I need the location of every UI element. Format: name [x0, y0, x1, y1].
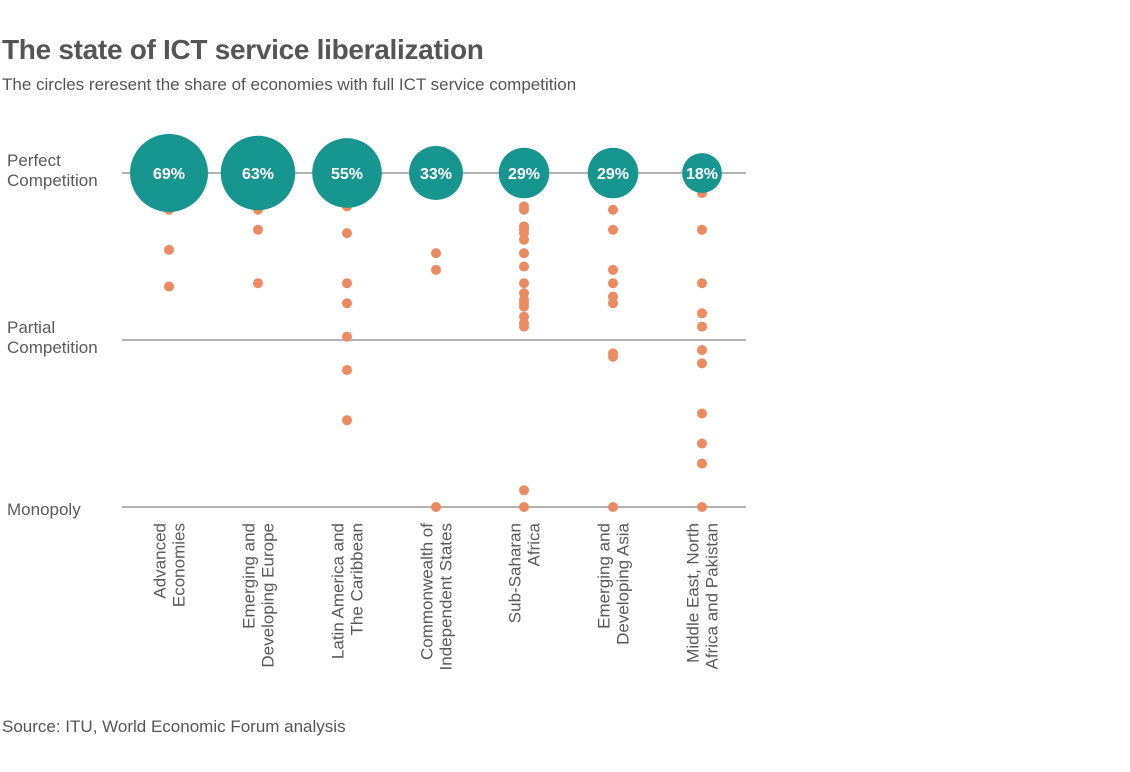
economy-dot: [697, 224, 707, 235]
chart-subtitle: The circles reresent the share of econom…: [2, 75, 577, 94]
economy-dot: [697, 458, 707, 469]
dot-layer: [164, 188, 707, 512]
economy-dot: [519, 485, 529, 496]
economy-dot: [697, 438, 707, 449]
economy-dot: [431, 502, 441, 512]
share-label: 29%: [508, 166, 540, 183]
economy-dot: [164, 281, 174, 292]
share-bubble: [312, 138, 382, 208]
economy-dot: [431, 248, 441, 259]
x-tick-label-line: Latin America and: [329, 523, 348, 659]
economy-dot: [253, 278, 263, 289]
economy-dot: [608, 204, 618, 215]
gridlines: [122, 172, 746, 508]
y-tick-label-line: Monopoly: [7, 500, 81, 519]
economy-dot: [253, 224, 263, 235]
x-tick-label-line: Emerging and: [240, 523, 259, 629]
share-label: 63%: [242, 166, 274, 183]
economy-dot: [519, 301, 529, 312]
x-tick-label: Latin America andThe Caribbean: [329, 523, 367, 659]
x-tick-label: Middle East, NorthAfrica and Pakistan: [684, 523, 722, 669]
economy-dot: [519, 234, 529, 245]
bubble-layer: 69% 63% 55% 33% 29% 29% 18%: [130, 134, 722, 212]
economy-dot: [697, 321, 707, 332]
share-label: 29%: [597, 166, 629, 183]
economy-dot: [342, 415, 352, 426]
economy-dot: [697, 408, 707, 419]
economy-dot: [519, 278, 529, 289]
x-tick-label: Sub-SaharanAfrica: [506, 522, 544, 623]
share-label: 18%: [686, 166, 718, 183]
share-bubble: [682, 153, 722, 193]
x-tick-label-line: Sub-Saharan: [506, 523, 525, 623]
share-bubble: [498, 147, 550, 199]
x-tick-label: Commonwealth ofIndependent States: [418, 523, 456, 671]
source-note: Source: ITU, World Economic Forum analys…: [2, 717, 346, 736]
economy-dot: [697, 308, 707, 319]
share-label: 69%: [153, 166, 185, 183]
economy-dot: [608, 264, 618, 275]
share-bubble: [220, 135, 296, 211]
economy-dot: [519, 248, 529, 259]
economy-dot: [431, 264, 441, 275]
economy-dot: [342, 331, 352, 342]
share-label: 33%: [420, 166, 452, 183]
share-bubble: [130, 134, 208, 212]
economy-dot: [519, 261, 529, 272]
economy-dot: [608, 298, 618, 309]
economy-dot: [342, 228, 352, 239]
x-tick-label-line: Emerging and: [595, 523, 614, 629]
y-tick-label: Perfect Competition: [7, 151, 98, 190]
economy-dot: [697, 278, 707, 289]
x-tick-label-line: Developing Europe: [259, 523, 278, 668]
x-tick-label-line: Commonwealth of: [418, 523, 437, 660]
x-tick-label-line: Independent States: [437, 523, 456, 670]
y-tick-label-line: Competition: [7, 171, 98, 190]
y-tick-label: Monopoly: [7, 500, 81, 519]
economy-dot: [342, 278, 352, 289]
x-tick-label: Emerging andDeveloping Asia: [595, 522, 633, 644]
economy-dot: [519, 502, 529, 512]
x-tick-label-line: Advanced: [151, 523, 170, 599]
economy-dot: [697, 358, 707, 369]
economy-dot: [519, 321, 529, 332]
economy-dot: [608, 278, 618, 289]
x-tick-label-line: Africa: [525, 522, 544, 566]
x-axis-labels: AdvancedEconomies Emerging andDeveloping …: [151, 522, 722, 670]
economy-dot: [342, 365, 352, 376]
share-label: 55%: [331, 166, 363, 183]
share-bubble: [409, 146, 463, 200]
y-tick-label-line: Perfect: [7, 151, 61, 170]
x-tick-label-line: Economies: [170, 523, 189, 607]
y-tick-label: Partial Competition: [7, 318, 98, 357]
share-bubble: [587, 147, 639, 199]
economy-dot: [342, 298, 352, 309]
x-tick-label-line: Middle East, North: [684, 523, 703, 663]
economy-dot: [697, 502, 707, 512]
x-tick-label-line: Developing Asia: [614, 522, 633, 644]
economy-dot: [608, 224, 618, 235]
x-tick-label-line: Africa and Pakistan: [703, 523, 722, 669]
economy-dot: [519, 204, 529, 215]
economy-dot: [697, 345, 707, 356]
x-tick-label-line: The Caribbean: [348, 523, 367, 635]
economy-dot: [608, 351, 618, 362]
economy-dot: [608, 502, 618, 512]
x-tick-label: Emerging andDeveloping Europe: [240, 523, 278, 668]
chart-title: The state of ICT service liberalization: [2, 34, 484, 65]
y-tick-label-line: Competition: [7, 338, 98, 357]
x-tick-label: AdvancedEconomies: [151, 523, 189, 607]
economy-dot: [164, 244, 174, 255]
y-tick-label-line: Partial: [7, 318, 55, 337]
